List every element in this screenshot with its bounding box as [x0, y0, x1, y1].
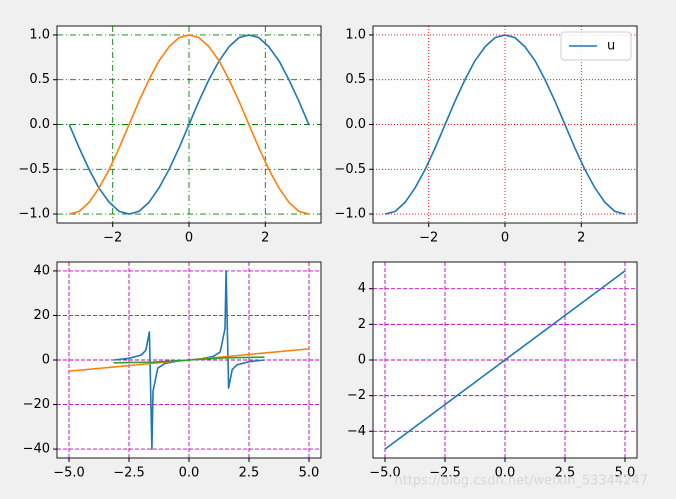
y-tick-label: 1.0 [29, 27, 50, 42]
x-tick-label: 0 [185, 231, 193, 246]
x-tick-label: 5.0 [299, 466, 320, 481]
y-tick-label: −20 [23, 397, 50, 412]
y-tick-label: 20 [33, 308, 50, 323]
legend-label: u [607, 39, 615, 54]
y-tick-label: 0 [358, 353, 366, 368]
x-tick-label: 5.0 [615, 466, 636, 481]
x-tick-label: −5.0 [369, 466, 401, 481]
y-tick-label: 40 [33, 263, 50, 278]
x-tick-label: −2.5 [429, 466, 461, 481]
axes-frame [372, 261, 638, 459]
y-tick-label: 2 [358, 317, 366, 332]
axes-frame [56, 261, 322, 459]
x-tick-label: 2 [261, 231, 269, 246]
y-tick-label: −1.0 [334, 207, 366, 222]
y-tick-label: −40 [23, 442, 50, 457]
x-tick-label: −5.0 [53, 466, 85, 481]
y-tick-label: −0.5 [18, 162, 50, 177]
y-tick-label: −4 [347, 424, 366, 439]
x-tick-label: −2.5 [113, 466, 145, 481]
line [69, 34, 309, 215]
x-tick-label: −2 [419, 231, 438, 246]
axes-frame [56, 25, 322, 224]
y-tick-label: 4 [358, 281, 366, 296]
y-tick-label: −0.5 [334, 162, 366, 177]
x-tick-label: 2.5 [239, 466, 260, 481]
x-tick-label: 0.0 [179, 466, 200, 481]
line [384, 270, 626, 450]
x-tick-label: 2 [577, 231, 585, 246]
x-tick-label: 2.5 [555, 466, 576, 481]
y-tick-label: 0 [42, 353, 50, 368]
y-tick-label: 1.0 [345, 27, 366, 42]
line [68, 34, 310, 215]
x-tick-label: 0 [501, 231, 509, 246]
watermark: https://blog.csdn.net/weixin_53344247 [394, 474, 648, 489]
y-tick-label: 0.5 [345, 72, 366, 87]
axes-frame [372, 25, 638, 224]
y-tick-label: 0.5 [29, 72, 50, 87]
y-tick-label: −2 [347, 388, 366, 403]
x-tick-label: 0.0 [495, 466, 516, 481]
y-tick-label: 0.0 [345, 117, 366, 132]
line [385, 34, 625, 215]
line [113, 356, 265, 364]
x-tick-label: −2 [103, 231, 122, 246]
y-tick-label: −1.0 [18, 207, 50, 222]
y-tick-label: 0.0 [29, 117, 50, 132]
